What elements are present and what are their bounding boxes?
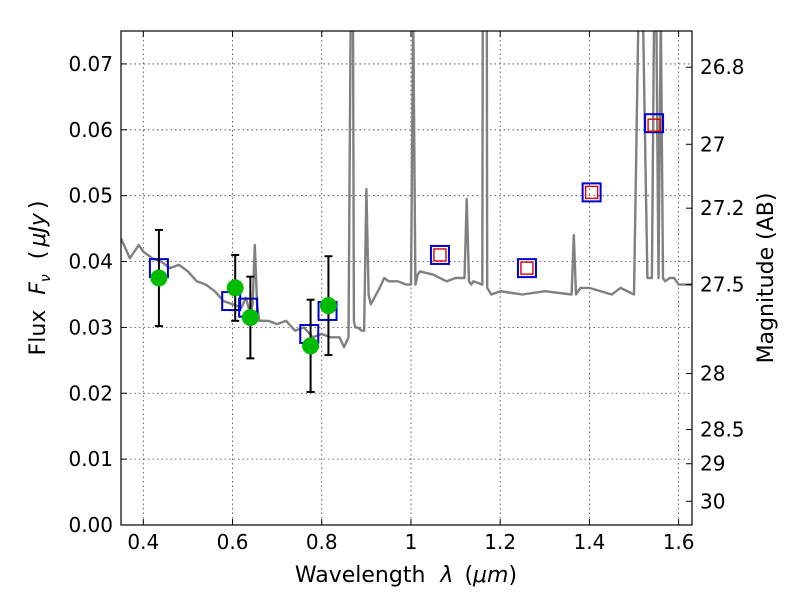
upper-limit-square (584, 185, 599, 200)
y-tick-label: 0.00 (68, 513, 113, 537)
y-tick-label: 0.05 (68, 184, 113, 208)
model-photometry-square (644, 113, 665, 134)
x-axis: 0.4 0.6 0.8 1 1.2 1.4 1.6 (127, 31, 695, 554)
x-tick-label: 0.4 (127, 530, 159, 554)
y2-tick-label: 28 (700, 362, 725, 386)
model-photometry-square (429, 244, 450, 265)
observed-data-point (302, 337, 320, 355)
upper-limit-square (647, 118, 661, 132)
model-photometry-square (581, 182, 602, 203)
x-tick-label: 1.6 (663, 530, 695, 554)
y-axis-title-unit: μJy (26, 212, 51, 247)
observed-data-point (226, 279, 244, 297)
y-axis: 0.00 0.01 0.02 0.03 0.04 0.05 0.06 0.07 (68, 52, 127, 537)
y2-axis: 26.8 27 27.2 27.5 28 28.5 29 30 (686, 55, 745, 513)
x-axis-title-symbol: λ (439, 563, 453, 588)
y-axis-title: Flux Fν (μJy) (26, 201, 56, 356)
y2-tick-label: 28.5 (700, 417, 745, 441)
observed-data-point (241, 309, 259, 327)
plot-frame (120, 30, 693, 526)
y-axis-title-text: Flux (26, 310, 51, 356)
model-spectrum-line (121, 31, 692, 349)
y2-tick-label: 27 (700, 132, 725, 156)
x-tick-label: 1 (405, 530, 418, 554)
y2-tick-label: 27.2 (700, 196, 745, 220)
observed-data-point (150, 269, 168, 287)
x-axis-title-text: Wavelength (295, 563, 426, 588)
y2-tick-label: 30 (700, 489, 725, 513)
x-axis-title: Wavelength λ (μm) (295, 563, 517, 588)
x-tick-label: 0.8 (306, 530, 338, 554)
x-tick-label: 1.4 (573, 530, 605, 554)
y-axis-title-symbol: F (26, 282, 51, 295)
upper-limit-square (433, 248, 447, 262)
y-tick-label: 0.06 (68, 118, 113, 142)
x-axis-title-unit: μm (472, 563, 508, 588)
y-tick-label: 0.07 (68, 52, 113, 76)
y2-tick-label: 29 (700, 452, 725, 476)
grid-lines (121, 31, 692, 525)
model-photometry-square (516, 258, 537, 279)
y-tick-label: 0.01 (68, 447, 113, 471)
plot-area (121, 31, 692, 393)
upper-limit-square (520, 261, 534, 275)
y-tick-label: 0.04 (68, 250, 113, 274)
y-axis-title-subscript: ν (38, 274, 54, 282)
x-tick-label: 1.2 (484, 530, 516, 554)
x-tick-label: 0.6 (217, 530, 249, 554)
y2-tick-label: 26.8 (700, 55, 745, 79)
y-tick-label: 0.03 (68, 315, 113, 339)
y2-axis-title: Magnitude (AB) (754, 193, 779, 364)
y2-tick-label: 27.5 (700, 273, 745, 297)
observed-data-point (319, 297, 337, 315)
y-tick-label: 0.02 (68, 381, 113, 405)
